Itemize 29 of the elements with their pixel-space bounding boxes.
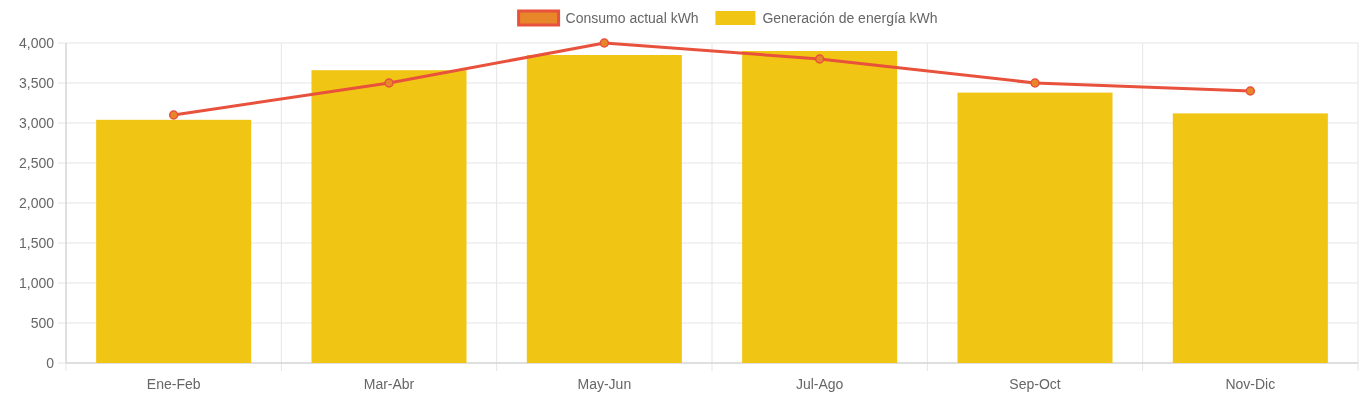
legend-label: Consumo actual kWh — [565, 10, 699, 26]
y-tick-label: 3,500 — [18, 75, 55, 91]
y-tick-label: 4,000 — [18, 35, 55, 51]
point — [168, 110, 179, 120]
legend-label: Generación de energía kWh — [762, 10, 938, 26]
y-tick-label: 1,000 — [18, 275, 55, 291]
x-tick-label: Jul-Ago — [795, 376, 844, 392]
bar — [526, 55, 682, 363]
bar — [96, 119, 252, 363]
y-tick-label: 500 — [30, 315, 55, 331]
x-tick-label: Nov-Dic — [1225, 376, 1276, 392]
bar — [1172, 113, 1328, 363]
x-tick-label: Mar-Abr — [363, 376, 415, 392]
point — [1245, 86, 1256, 96]
y-tick-label: 2,500 — [18, 155, 55, 171]
x-tick-label: Ene-Feb — [146, 376, 201, 392]
bar — [742, 51, 898, 363]
bar — [311, 70, 467, 363]
y-tick-label: 0 — [46, 355, 55, 371]
point — [814, 54, 825, 64]
y-tick-label: 2,000 — [18, 195, 55, 211]
point — [384, 78, 394, 88]
point — [1030, 78, 1040, 88]
x-tick-label: Sep-Oct — [1009, 376, 1061, 392]
y-tick-label: 3,000 — [18, 115, 55, 131]
y-tick-label: 1,500 — [18, 235, 55, 251]
x-tick-label: May-Jun — [577, 376, 632, 392]
point — [599, 38, 610, 48]
bar — [957, 92, 1113, 363]
